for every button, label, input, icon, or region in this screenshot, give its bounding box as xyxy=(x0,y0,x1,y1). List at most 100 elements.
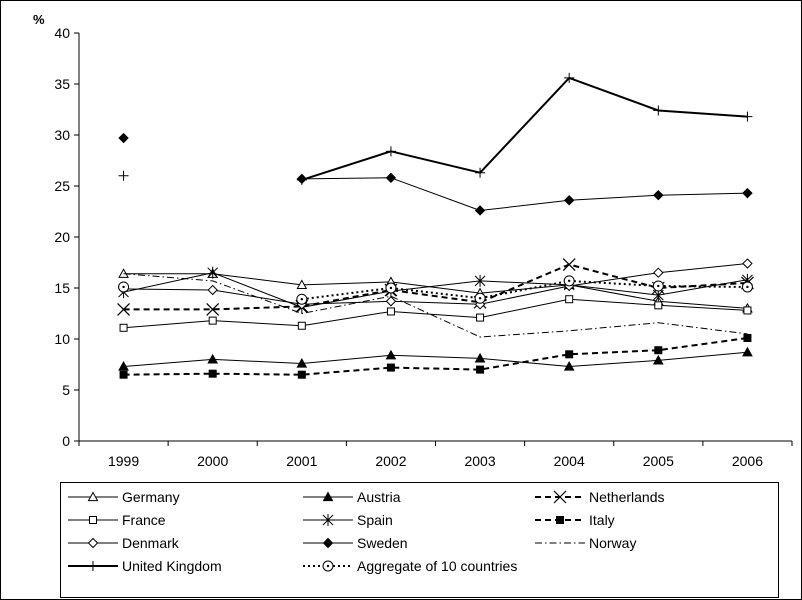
series-united-kingdom-line-1 xyxy=(301,76,748,181)
series-france xyxy=(119,295,752,332)
series-aggregate-of-10-countries-point-2005-dot xyxy=(657,284,660,288)
legend-entry-spain-label: Spain xyxy=(357,512,393,528)
series-sweden-point-2004-shape xyxy=(563,195,575,206)
legend-entry-germany-marker xyxy=(87,491,99,502)
series-germany-point-2001-shape xyxy=(296,279,308,290)
x-tick-label-2004: 2004 xyxy=(554,453,585,469)
series-italy-point-2000 xyxy=(208,369,217,378)
series-denmark-line-0 xyxy=(123,263,748,305)
series-aggregate-of-10-countries-point-2002 xyxy=(385,282,397,294)
legend-entry-spain-marker xyxy=(322,514,334,526)
series-united-kingdom-point-2005 xyxy=(653,105,664,116)
y-axis-label: % xyxy=(33,12,45,27)
series-france-point-2004-shape xyxy=(565,295,574,304)
series-denmark-point-2006 xyxy=(742,258,753,269)
legend-entry-sweden-marker xyxy=(322,537,334,549)
legend-entry-sweden: Sweden xyxy=(303,535,408,551)
series-sweden-point-2002-shape xyxy=(385,172,397,184)
series-netherlands-point-1999-shape xyxy=(117,302,130,316)
series-france-point-2005 xyxy=(654,301,663,310)
series-germany-line-0 xyxy=(123,273,748,309)
legend-entry-italy-marker-shape xyxy=(556,516,564,524)
legend-entry-spain: Spain xyxy=(303,512,393,528)
series-aggregate-of-10-countries-point-2001-dot xyxy=(300,298,304,301)
legend-entry-italy: Italy xyxy=(535,512,615,528)
legend-entry-austria: Austria xyxy=(303,489,401,505)
series-austria-point-2006-shape xyxy=(742,346,753,357)
legend-entry-norway-label: Norway xyxy=(589,535,636,551)
series-aggregate-of-10-countries-point-1999 xyxy=(118,281,130,293)
legend-entry-italy-label: Italy xyxy=(589,512,615,528)
series-aggregate-of-10-countries-point-1999-dot xyxy=(122,285,125,289)
legend-entry-norway: Norway xyxy=(535,535,636,551)
series-sweden-point-2002 xyxy=(385,172,397,184)
series-austria-point-2001 xyxy=(296,357,308,368)
series-france-line-0 xyxy=(123,298,748,329)
series-france-point-2000 xyxy=(208,316,217,325)
series-france-point-2000-shape xyxy=(208,316,217,325)
series-italy-point-1999 xyxy=(119,370,128,379)
series-sweden-point-2006-shape xyxy=(742,187,753,199)
y-tick-label-20: 20 xyxy=(54,229,70,245)
series-austria-point-2005-shape xyxy=(652,354,664,365)
y-tick-label-5: 5 xyxy=(62,382,70,398)
series-sweden-line-1 xyxy=(301,177,748,211)
series-united-kingdom-point-2006-shape xyxy=(742,111,753,122)
y-tick-label-0: 0 xyxy=(62,433,70,449)
legend-entry-france: France xyxy=(68,512,166,528)
series-italy-point-2001-shape xyxy=(297,370,306,379)
series-austria-point-2006 xyxy=(742,346,753,357)
series-italy-point-2001 xyxy=(297,370,306,379)
series-denmark-point-2000-shape xyxy=(207,284,218,296)
series-austria-point-2003 xyxy=(474,352,486,363)
x-tick-label-2002: 2002 xyxy=(375,453,406,469)
legend-entry-united-kingdom: United Kingdom xyxy=(68,558,222,574)
series-spain-point-2000 xyxy=(207,266,219,279)
legend-entry-austria-marker xyxy=(322,491,334,502)
series-netherlands-line-0 xyxy=(123,263,748,311)
series-sweden-point-1999-shape xyxy=(118,132,129,144)
series-italy-point-2005 xyxy=(654,346,663,355)
legend-entry-denmark-label: Denmark xyxy=(122,535,180,551)
series-austria-point-2003-shape xyxy=(474,352,486,363)
series-united-kingdom-point-2003-shape xyxy=(475,167,486,178)
legend-entry-spain-marker-shape xyxy=(322,514,334,526)
series-france-point-2006-shape xyxy=(743,306,752,315)
series-united-kingdom-point-2006 xyxy=(742,111,753,122)
series-austria-point-2001-shape xyxy=(296,357,308,368)
series-spain-point-2003-shape xyxy=(474,274,486,287)
series-united-kingdom-point-1999-shape xyxy=(118,170,129,181)
legend-entry-united-kingdom-label: United Kingdom xyxy=(122,558,222,574)
series-aggregate-of-10-countries-point-2005 xyxy=(652,280,664,292)
legend-entry-aggregate-of-10-countries: Aggregate of 10 countries xyxy=(303,558,517,574)
series-spain-line-0 xyxy=(123,272,748,308)
series-austria-point-2002-shape xyxy=(385,349,397,360)
series-netherlands-point-2000-shape xyxy=(206,302,220,316)
series-italy-point-2002 xyxy=(386,363,395,372)
legend-box xyxy=(60,482,779,598)
series-united-kingdom-point-1999 xyxy=(118,170,129,181)
series-austria-point-2004 xyxy=(563,361,575,371)
series-france-point-2003-shape xyxy=(476,313,485,322)
series-spain-point-2003 xyxy=(474,274,486,287)
series-italy-point-2003-shape xyxy=(476,365,485,374)
series-denmark-point-2006-shape xyxy=(742,258,753,269)
series-france-point-2005-shape xyxy=(654,301,663,310)
series-italy-point-2003 xyxy=(476,365,485,374)
series-netherlands-point-2000 xyxy=(206,302,220,316)
legend-entry-aggregate-of-10-countries-label: Aggregate of 10 countries xyxy=(357,558,517,574)
legend-entry-italy-marker xyxy=(556,516,564,524)
series-austria-point-2005 xyxy=(652,354,664,365)
series-france-point-2001 xyxy=(297,321,306,330)
series-sweden-point-2006 xyxy=(742,187,753,199)
y-tick-label-25: 25 xyxy=(54,178,70,194)
legend-entry-germany-marker-shape xyxy=(87,491,99,502)
legend-entry-austria-label: Austria xyxy=(357,489,401,505)
series-italy-point-2006 xyxy=(743,333,752,342)
series-france-point-2002 xyxy=(386,307,395,316)
series-austria-point-2000-shape xyxy=(207,353,219,364)
series-united-kingdom-point-2004 xyxy=(564,72,575,83)
series-france-point-2002-shape xyxy=(386,307,395,316)
legend-entry-united-kingdom-marker xyxy=(88,561,98,571)
